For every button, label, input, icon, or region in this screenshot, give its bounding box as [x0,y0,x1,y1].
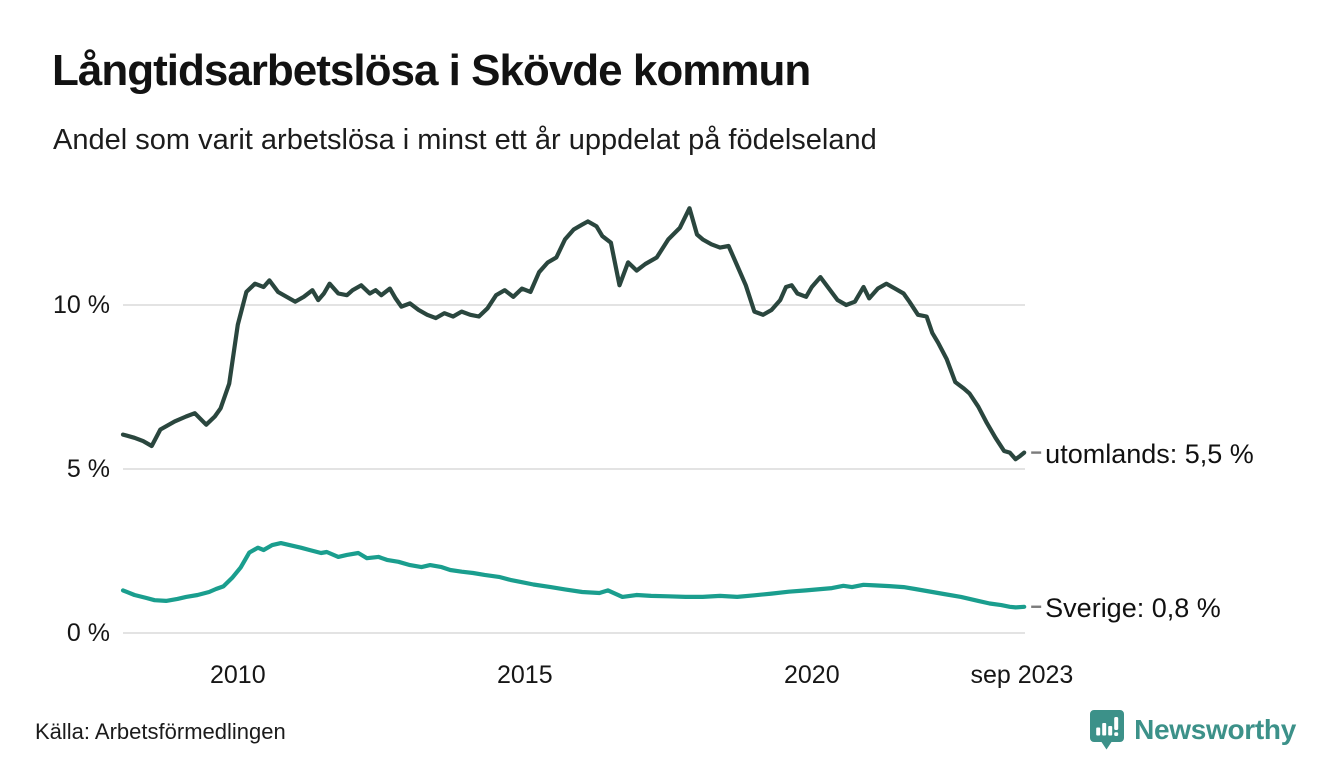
series-line-Sverige [120,540,1027,610]
source-note: Källa: Arbetsförmedlingen [35,719,286,744]
page-subtitle: Andel som varit arbetslösa i minst ett å… [53,124,877,156]
newsworthy-wordmark: Newsworthy [1134,714,1296,745]
newsworthy-logo: Newsworthy [1089,709,1296,751]
page-title: Långtidsarbetslösa i Skövde kommun [52,46,811,95]
newsworthy-bubble-chart-icon [1090,710,1125,750]
series-line-utomlands [120,206,1027,462]
